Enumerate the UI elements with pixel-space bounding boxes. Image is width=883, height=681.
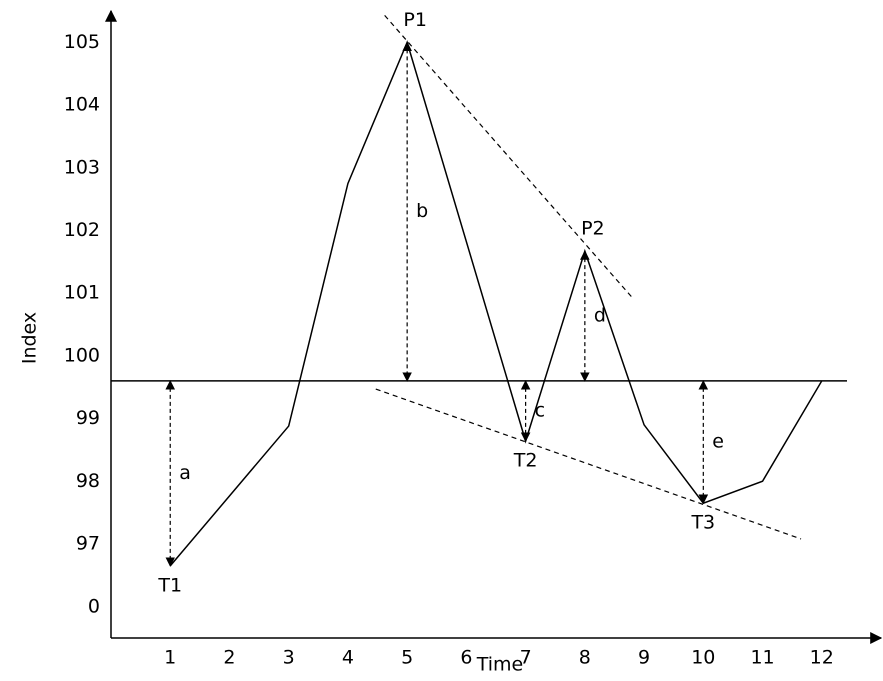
point-label: T3: [690, 512, 715, 534]
point-label: T1: [157, 574, 182, 596]
y-tick-label: 101: [64, 282, 100, 304]
data-line: [169, 40, 823, 567]
y-tick-label: 98: [76, 470, 100, 492]
y-axis-label: Index: [19, 312, 41, 364]
x-tick-label: 11: [750, 647, 774, 669]
x-tick-label: 8: [579, 647, 591, 669]
x-tick-label: 4: [342, 647, 354, 669]
y-tick-label: 105: [64, 31, 100, 53]
y-tick-label: 100: [64, 344, 100, 366]
y-tick-label: 104: [64, 94, 100, 116]
x-tick-label: 3: [283, 647, 295, 669]
arrow-label: c: [535, 400, 545, 422]
x-tick-label: 1: [164, 647, 176, 669]
x-tick-label: 10: [691, 647, 715, 669]
x-tick-label: 5: [401, 647, 413, 669]
y-tick-label: 97: [76, 532, 100, 554]
arrow-label: b: [416, 200, 428, 222]
arrow-label: e: [712, 431, 724, 453]
y-break-label: 0: [88, 596, 100, 618]
x-tick-label: 9: [638, 647, 650, 669]
point-label: T2: [513, 450, 538, 472]
x-tick-label: 2: [223, 647, 235, 669]
arrow-label: a: [179, 462, 191, 484]
point-label: P1: [403, 9, 427, 31]
trend-line: [375, 388, 802, 540]
arrow-label: d: [594, 305, 606, 327]
x-tick-label: 6: [460, 647, 472, 669]
x-tick-label: 12: [810, 647, 834, 669]
y-tick-label: 103: [64, 156, 100, 178]
x-axis-label: Time: [476, 654, 524, 676]
trend-line: [384, 14, 633, 298]
y-tick-label: 99: [76, 407, 100, 429]
y-tick-label: 102: [64, 219, 100, 241]
point-label: P2: [581, 218, 605, 240]
x-tick-label: 7: [520, 647, 532, 669]
